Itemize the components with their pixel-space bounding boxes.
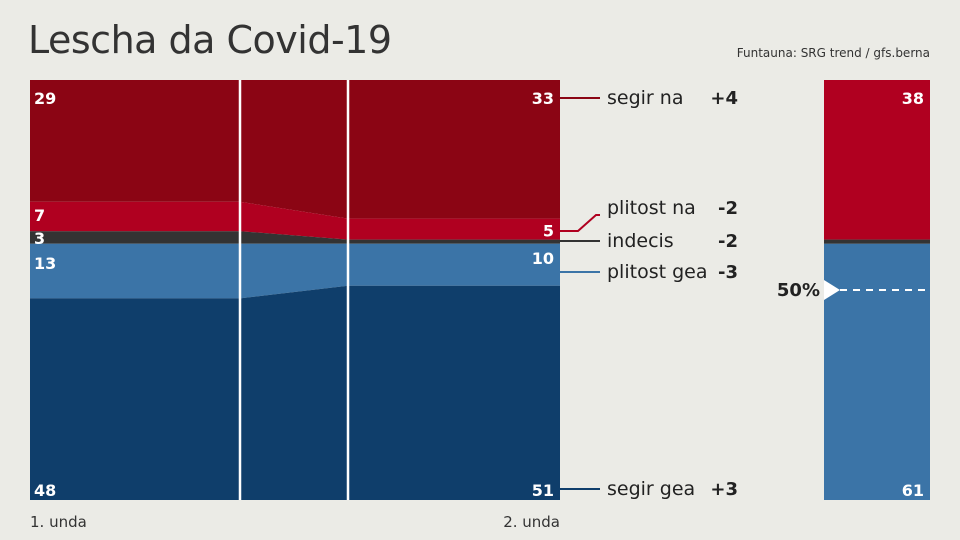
value-label-segir_gea-2: 51 <box>532 481 554 500</box>
value-label-plitost_na-2: 5 <box>543 222 554 241</box>
area-indecis <box>30 231 560 244</box>
value-label-plitost_na-1: 7 <box>34 206 45 225</box>
series-change-plitost_gea: -3 <box>718 262 738 283</box>
value-label-segir_na-2: 33 <box>532 89 554 108</box>
chart-title: Lescha da Covid-19 <box>28 18 392 62</box>
x-tick-label-2: 2. unda <box>503 513 560 531</box>
area-segir_gea <box>30 285 560 500</box>
reference-label: 50% <box>777 280 820 301</box>
series-name-indecis: indecis <box>607 230 674 252</box>
series-name-segir_na: segir na <box>607 87 683 109</box>
series-change-segir_na: +4 <box>710 88 738 109</box>
value-label-plitost_gea-1: 13 <box>34 254 56 273</box>
bar-value-gea: 61 <box>902 481 924 500</box>
bar-na <box>824 80 930 240</box>
value-label-plitost_gea-2: 10 <box>532 249 554 268</box>
value-label-segir_gea-1: 48 <box>34 481 56 500</box>
x-tick-label-1: 1. unda <box>30 513 87 531</box>
bar-indecis <box>824 239 930 244</box>
area-plitost_gea <box>30 243 560 299</box>
series-change-plitost_na: -2 <box>718 198 738 219</box>
series-change-segir_gea: +3 <box>710 479 738 500</box>
series-name-plitost_gea: plitost gea <box>607 261 707 283</box>
series-change-indecis: -2 <box>718 231 738 252</box>
area-plitost_na <box>30 201 560 240</box>
series-name-segir_gea: segir gea <box>607 478 695 500</box>
value-label-segir_na-1: 29 <box>34 89 56 108</box>
bar-gea <box>824 243 930 501</box>
connector-line-plitost_na <box>560 214 600 232</box>
value-label-indecis-1: 3 <box>34 229 45 248</box>
reference-marker <box>824 280 840 300</box>
area-segir_na <box>30 80 560 219</box>
source-note: Funtauna: SRG trend / gfs.berna <box>736 46 930 60</box>
series-name-plitost_na: plitost na <box>607 197 696 219</box>
bar-value-na: 38 <box>902 89 924 108</box>
